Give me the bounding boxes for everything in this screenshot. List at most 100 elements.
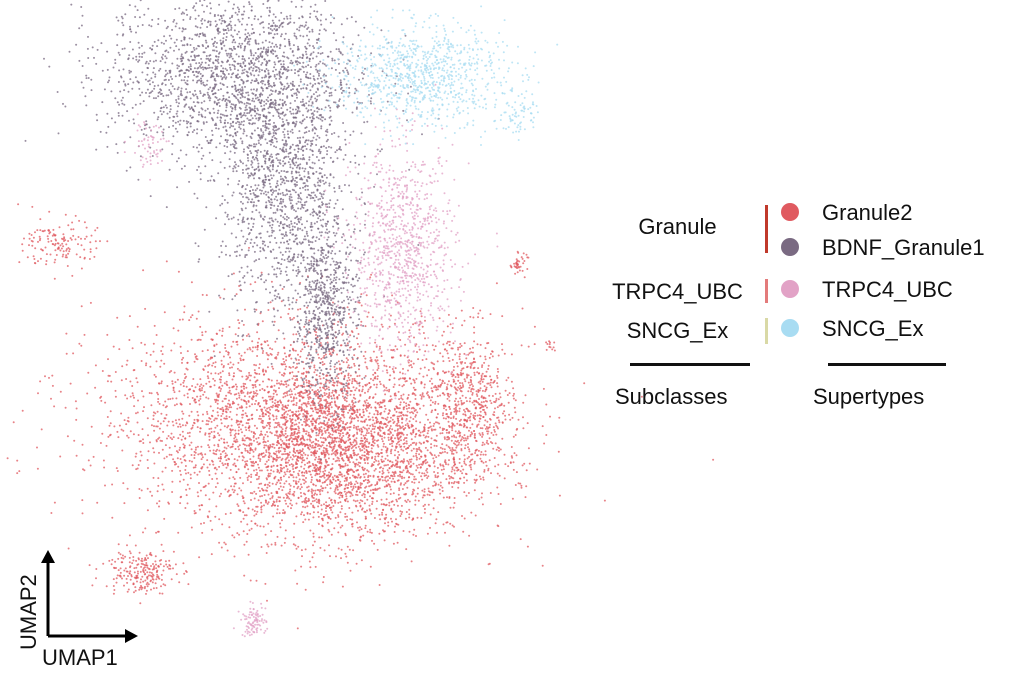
data-point-granule2	[377, 460, 380, 463]
data-point-granule2	[238, 533, 241, 536]
data-point-granule2	[350, 447, 353, 450]
data-point-granule2	[319, 436, 322, 439]
data-point-granule2	[390, 465, 393, 468]
data-point-granule2	[173, 460, 176, 463]
data-point-granule2	[196, 491, 199, 494]
data-point-granule2	[277, 421, 280, 424]
data-point-granule2	[172, 458, 175, 461]
data-point-granule2	[312, 535, 315, 538]
data-point-granule2	[262, 427, 265, 430]
data-point-granule2	[310, 451, 313, 454]
data-point-granule2	[351, 522, 354, 525]
data-point-granule2	[414, 495, 417, 498]
data-point-granule2	[234, 432, 237, 435]
data-point-granule2	[310, 502, 313, 505]
data-point-granule2	[310, 361, 313, 364]
data-point-granule2	[362, 479, 365, 482]
data-point-granule2	[239, 476, 242, 479]
data-point-granule2	[213, 379, 216, 382]
data-point-granule2	[156, 490, 159, 493]
data-point-granule2	[413, 381, 416, 384]
data-point-granule2	[321, 434, 323, 436]
data-point-granule2	[526, 545, 529, 548]
data-point-granule2	[391, 418, 394, 421]
data-point-granule2	[423, 508, 426, 510]
data-point-granule2	[215, 468, 218, 471]
data-point-granule2	[340, 428, 343, 431]
data-point-granule2	[142, 531, 144, 534]
data-point-granule2	[251, 464, 254, 467]
data-point-granule2	[443, 448, 446, 451]
data-point-granule2	[363, 427, 366, 430]
data-point-granule2	[321, 524, 324, 527]
data-point-granule2	[402, 384, 405, 386]
data-point-granule2	[188, 444, 191, 447]
data-point-granule2	[366, 481, 369, 484]
data-point-granule2	[139, 450, 142, 453]
data-point-granule2	[413, 528, 416, 531]
data-point-granule2	[196, 410, 199, 413]
data-point-granule2	[308, 560, 311, 563]
data-point-granule2	[379, 435, 382, 438]
data-point-granule2	[363, 467, 366, 470]
data-point-granule2	[288, 476, 290, 479]
data-point-granule2	[371, 451, 374, 454]
data-point-granule2	[290, 425, 292, 428]
data-point-granule2	[275, 500, 278, 503]
data-point-granule2	[253, 369, 256, 372]
data-point-granule2	[337, 360, 340, 363]
data-point-granule2	[415, 442, 418, 445]
data-point-granule2	[146, 459, 149, 461]
data-point-granule2	[404, 380, 407, 383]
data-point-granule2	[212, 362, 215, 365]
data-point-granule2	[74, 400, 77, 403]
data-point-granule2	[398, 424, 401, 427]
data-point-granule2	[163, 417, 166, 420]
data-point-granule2	[241, 375, 244, 378]
data-point-granule2	[421, 496, 424, 499]
data-point-granule2	[419, 466, 422, 469]
data-point-granule2	[321, 481, 324, 484]
data-point-granule2	[290, 411, 293, 414]
data-point-granule2	[396, 456, 399, 459]
data-point-granule2	[394, 367, 397, 370]
data-point-granule2	[495, 397, 498, 400]
data-point-granule2	[511, 497, 514, 500]
data-point-granule2	[463, 439, 466, 442]
data-point-granule2	[359, 393, 362, 396]
data-point-granule2	[247, 422, 250, 425]
data-point-granule2	[462, 413, 465, 416]
data-point-granule2	[364, 391, 366, 394]
data-point-granule2	[345, 446, 347, 449]
data-point-granule2	[314, 484, 317, 487]
data-point-granule2	[376, 500, 378, 503]
data-point-granule2	[173, 404, 176, 407]
data-point-granule2	[324, 416, 327, 419]
data-point-granule2	[387, 439, 390, 441]
data-point-granule2	[311, 446, 314, 449]
data-point-granule2	[459, 397, 462, 400]
data-point-granule2	[328, 381, 331, 384]
data-point-granule2	[326, 410, 329, 413]
data-point-granule2	[215, 343, 218, 346]
data-point-granule2	[510, 353, 513, 356]
data-point-granule2	[385, 475, 388, 478]
data-point-granule2	[288, 442, 291, 445]
data-point-granule2	[312, 504, 315, 507]
data-point-granule2	[442, 330, 445, 333]
data-point-granule2	[375, 356, 378, 359]
data-point-granule2	[196, 395, 199, 398]
data-point-granule2	[603, 499, 606, 502]
data-point-granule2	[304, 421, 307, 424]
data-point-granule2	[558, 416, 561, 419]
data-point-granule2	[373, 427, 376, 430]
data-point-granule2	[216, 407, 219, 410]
data-point-granule2	[373, 383, 376, 386]
data-point-granule2	[311, 495, 314, 498]
data-point-granule2	[272, 502, 274, 505]
data-point-granule2	[422, 375, 425, 378]
data-point-granule2	[336, 456, 339, 459]
data-point-granule2	[406, 446, 409, 449]
data-point-granule2	[368, 427, 370, 430]
data-point-granule2	[383, 385, 386, 388]
